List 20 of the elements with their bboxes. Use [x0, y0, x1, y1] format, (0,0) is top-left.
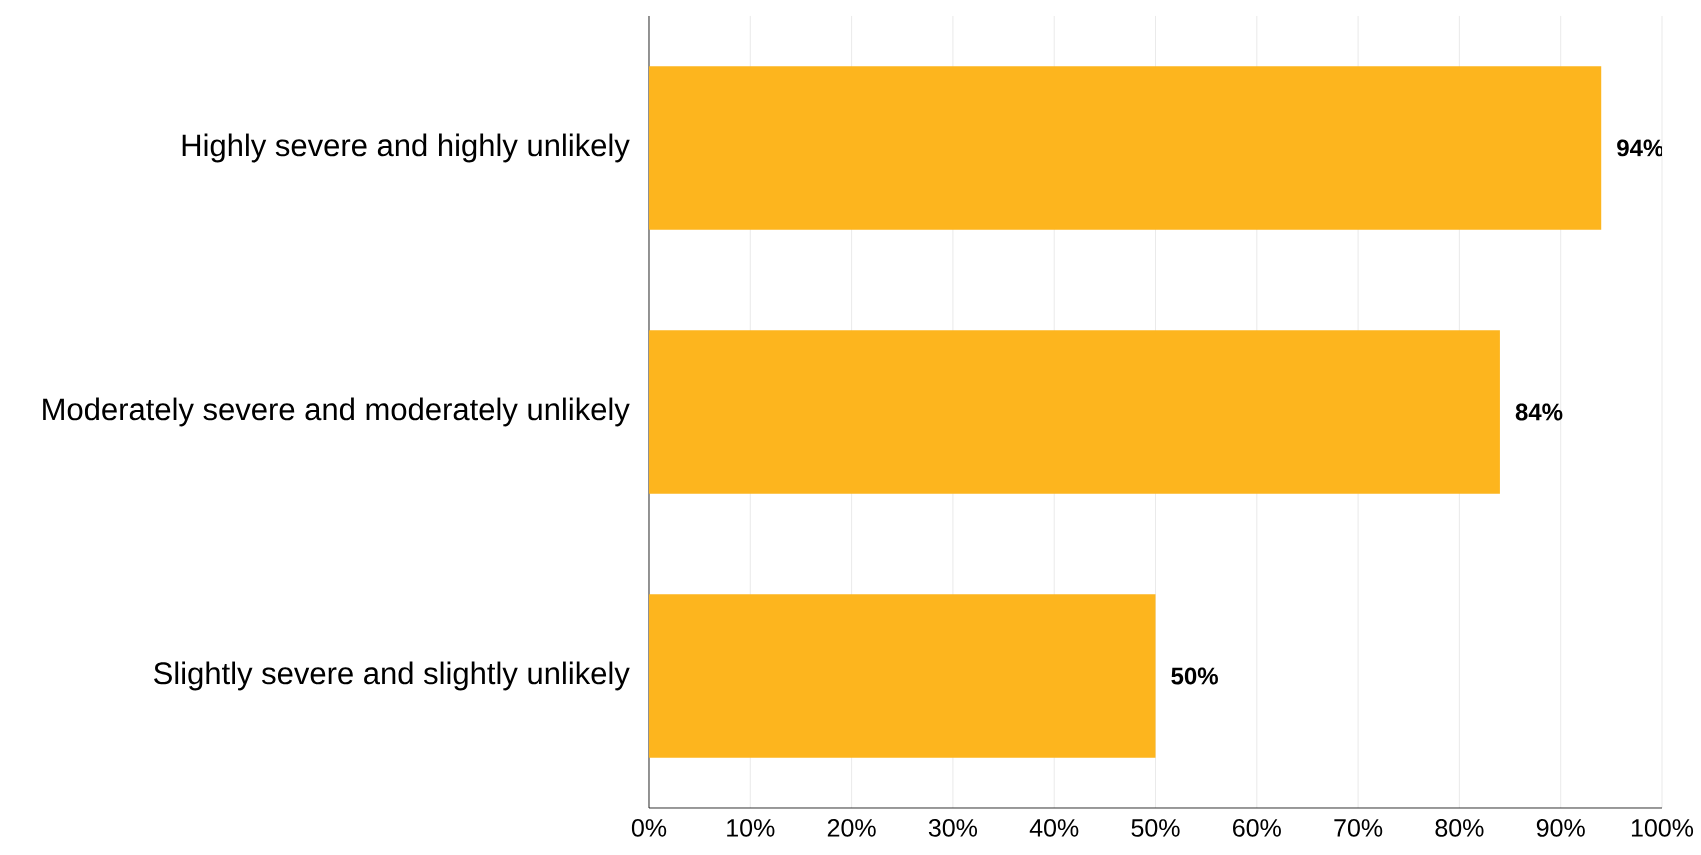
y-tick-label: Moderately severe and moderately unlikely	[43, 397, 630, 427]
x-tick-label: 70%	[1334, 819, 1383, 837]
y-tick-label: Highly severe and highly unlikely	[182, 133, 630, 163]
bar	[649, 594, 1156, 758]
y-tick-label: Slightly severe and slightly unlikely	[154, 661, 630, 691]
x-tick-label: 30%	[928, 819, 978, 837]
x-tick-label: 40%	[1029, 819, 1079, 837]
data-label: 50%	[1171, 667, 1218, 685]
x-tick-label: 100%	[1631, 819, 1694, 837]
data-label: 94%	[1617, 139, 1664, 157]
x-tick-label: 80%	[1435, 819, 1484, 837]
data-label: 84%	[1515, 403, 1563, 421]
x-tick-label: 60%	[1233, 819, 1281, 837]
bar	[649, 66, 1602, 230]
x-tick-label: 20%	[827, 819, 876, 837]
x-tick-label: 90%	[1536, 819, 1585, 837]
x-tick-label: 0%	[631, 819, 667, 837]
x-tick-label: 10%	[727, 819, 775, 837]
bar	[649, 330, 1500, 494]
x-tick-label: 50%	[1131, 819, 1180, 837]
